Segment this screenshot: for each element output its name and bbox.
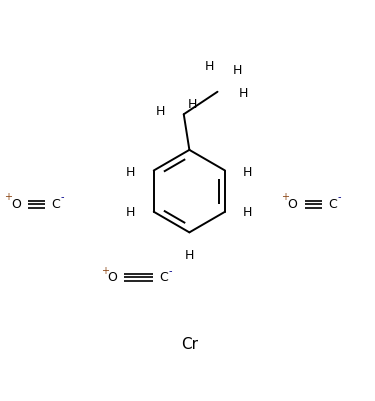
- Text: -: -: [168, 265, 172, 275]
- Text: H: H: [126, 166, 135, 179]
- Text: +: +: [101, 265, 109, 275]
- Text: H: H: [232, 64, 242, 77]
- Text: H: H: [239, 87, 248, 100]
- Text: O: O: [108, 271, 117, 284]
- Text: H: H: [243, 206, 252, 219]
- Text: -: -: [337, 192, 341, 203]
- Text: H: H: [205, 60, 214, 73]
- Text: H: H: [156, 105, 165, 118]
- Text: O: O: [288, 198, 297, 211]
- Text: H: H: [126, 206, 135, 219]
- Text: -: -: [60, 192, 64, 203]
- Text: O: O: [11, 198, 21, 211]
- Text: Cr: Cr: [181, 337, 198, 352]
- Text: +: +: [4, 192, 12, 203]
- Text: H: H: [184, 249, 194, 262]
- Text: H: H: [243, 166, 252, 179]
- Text: H: H: [188, 98, 197, 111]
- Text: C: C: [328, 198, 337, 211]
- Text: C: C: [159, 271, 168, 284]
- Text: +: +: [281, 192, 289, 203]
- Text: C: C: [51, 198, 60, 211]
